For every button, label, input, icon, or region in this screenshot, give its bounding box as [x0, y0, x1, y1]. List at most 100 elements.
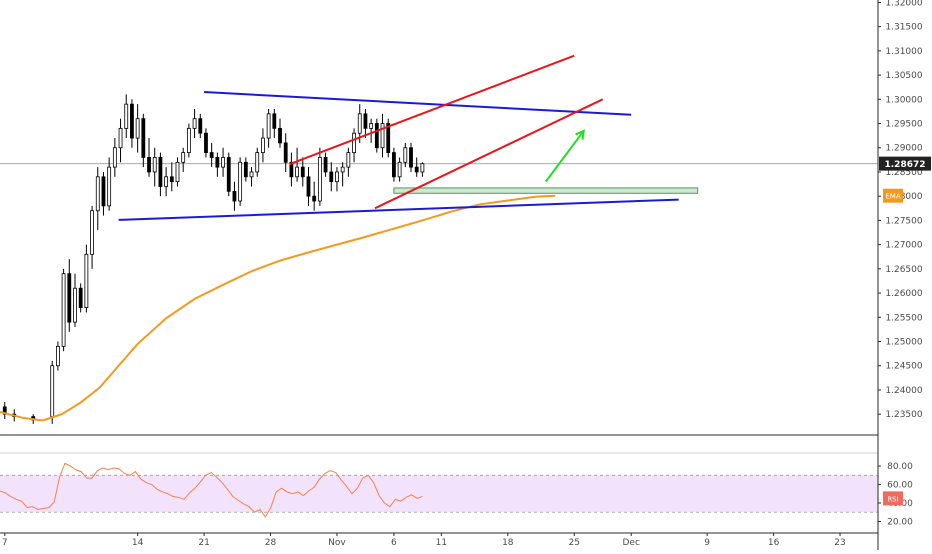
candle-body: [374, 123, 379, 149]
candle: [73, 273, 77, 327]
candle: [181, 147, 186, 172]
candle: [152, 147, 157, 187]
ema-tag: [883, 188, 903, 203]
triangle-lower-trendline: [118, 198, 679, 221]
candle-body: [346, 152, 351, 168]
ema-line: [0, 194, 556, 422]
candle: [158, 152, 163, 197]
candle-body: [397, 161, 402, 178]
price-tick-label: 1.32000: [885, 0, 922, 8]
candle-body: [232, 190, 237, 202]
candle: [238, 157, 243, 206]
candle-body: [135, 118, 140, 139]
candle: [226, 152, 231, 197]
candle-body: [124, 103, 129, 129]
channel-lower-trendline: [374, 98, 604, 210]
price-tick-label: 1.25500: [885, 313, 922, 323]
price-tick-label: 1.26500: [885, 265, 922, 275]
candle: [261, 128, 265, 163]
candle: [215, 152, 220, 177]
candle: [243, 157, 248, 182]
candle: [50, 360, 55, 424]
candle-body: [112, 147, 117, 168]
candle: [118, 118, 123, 163]
candle-body: [141, 118, 146, 158]
bullish-arrow: [544, 129, 585, 183]
candle-body: [340, 166, 345, 173]
candle-body: [101, 176, 106, 207]
candle-body: [152, 157, 157, 173]
arrow-shaft: [544, 130, 585, 183]
candle-body: [295, 166, 299, 178]
candle-body: [56, 345, 60, 367]
date-tick-label: 16: [768, 538, 780, 548]
candle: [346, 147, 351, 177]
price-tick-label: 1.25000: [885, 338, 922, 348]
candle-body: [209, 152, 214, 158]
candle-body: [261, 137, 265, 153]
price-tick-label: 1.30000: [885, 95, 922, 105]
candle: [386, 118, 391, 158]
candle: [312, 181, 317, 211]
candle-body: [352, 132, 356, 153]
candle: [283, 133, 288, 172]
candle: [374, 118, 379, 153]
candle: [198, 113, 203, 139]
last-price-label: 1.28672: [885, 160, 926, 170]
candle: [300, 157, 305, 187]
candle: [380, 113, 385, 158]
price-tick-label: 1.24000: [885, 386, 922, 396]
candle-body: [369, 123, 374, 129]
candle: [84, 244, 89, 313]
candle: [112, 138, 117, 177]
candle: [363, 108, 368, 139]
candle: [249, 167, 254, 187]
date-tick-label: 7: [2, 538, 8, 548]
candle: [420, 162, 425, 177]
candle-body: [84, 253, 89, 309]
candle: [352, 128, 356, 163]
candle: [175, 157, 180, 187]
last-price-tag: [879, 156, 931, 171]
candle: [141, 113, 146, 168]
candle-body: [420, 163, 425, 173]
date-tick-label: 14: [132, 538, 144, 548]
price-tick-label: 1.26000: [885, 289, 922, 299]
candle-body: [289, 161, 294, 178]
candle-body: [61, 273, 66, 347]
candle: [397, 157, 402, 182]
candle: [124, 94, 129, 139]
candle-body: [306, 176, 311, 197]
arrow-head: [575, 129, 585, 140]
candle-body: [175, 161, 180, 183]
candle-body: [158, 157, 163, 187]
candle-body: [78, 287, 83, 309]
candle: [323, 152, 328, 177]
candle: [329, 162, 334, 192]
candle: [90, 205, 94, 269]
price-tick-label: 1.31000: [885, 47, 922, 57]
rsi-line: [0, 462, 423, 518]
rsi-tag: [883, 491, 903, 506]
date-tick-label: Dec: [622, 538, 639, 548]
candle: [255, 147, 260, 177]
candle: [192, 108, 197, 139]
price-tick-label: 1.29000: [885, 144, 922, 154]
candle-body: [95, 176, 100, 212]
candle-body: [164, 176, 169, 187]
date-tick-label: 9: [704, 538, 710, 548]
price-tick-label: 1.30500: [885, 71, 922, 81]
candle-body: [130, 103, 134, 139]
rsi-tag-label: RSI: [887, 495, 898, 503]
price-tick-label: 1.31500: [885, 23, 922, 33]
candle-body: [73, 287, 77, 323]
price-tick-label: 1.23500: [885, 410, 922, 420]
candle: [147, 138, 151, 177]
candle: [278, 118, 282, 148]
candle: [340, 162, 345, 187]
candle: [135, 104, 140, 153]
candle: [232, 181, 237, 211]
candle-body: [255, 152, 260, 173]
